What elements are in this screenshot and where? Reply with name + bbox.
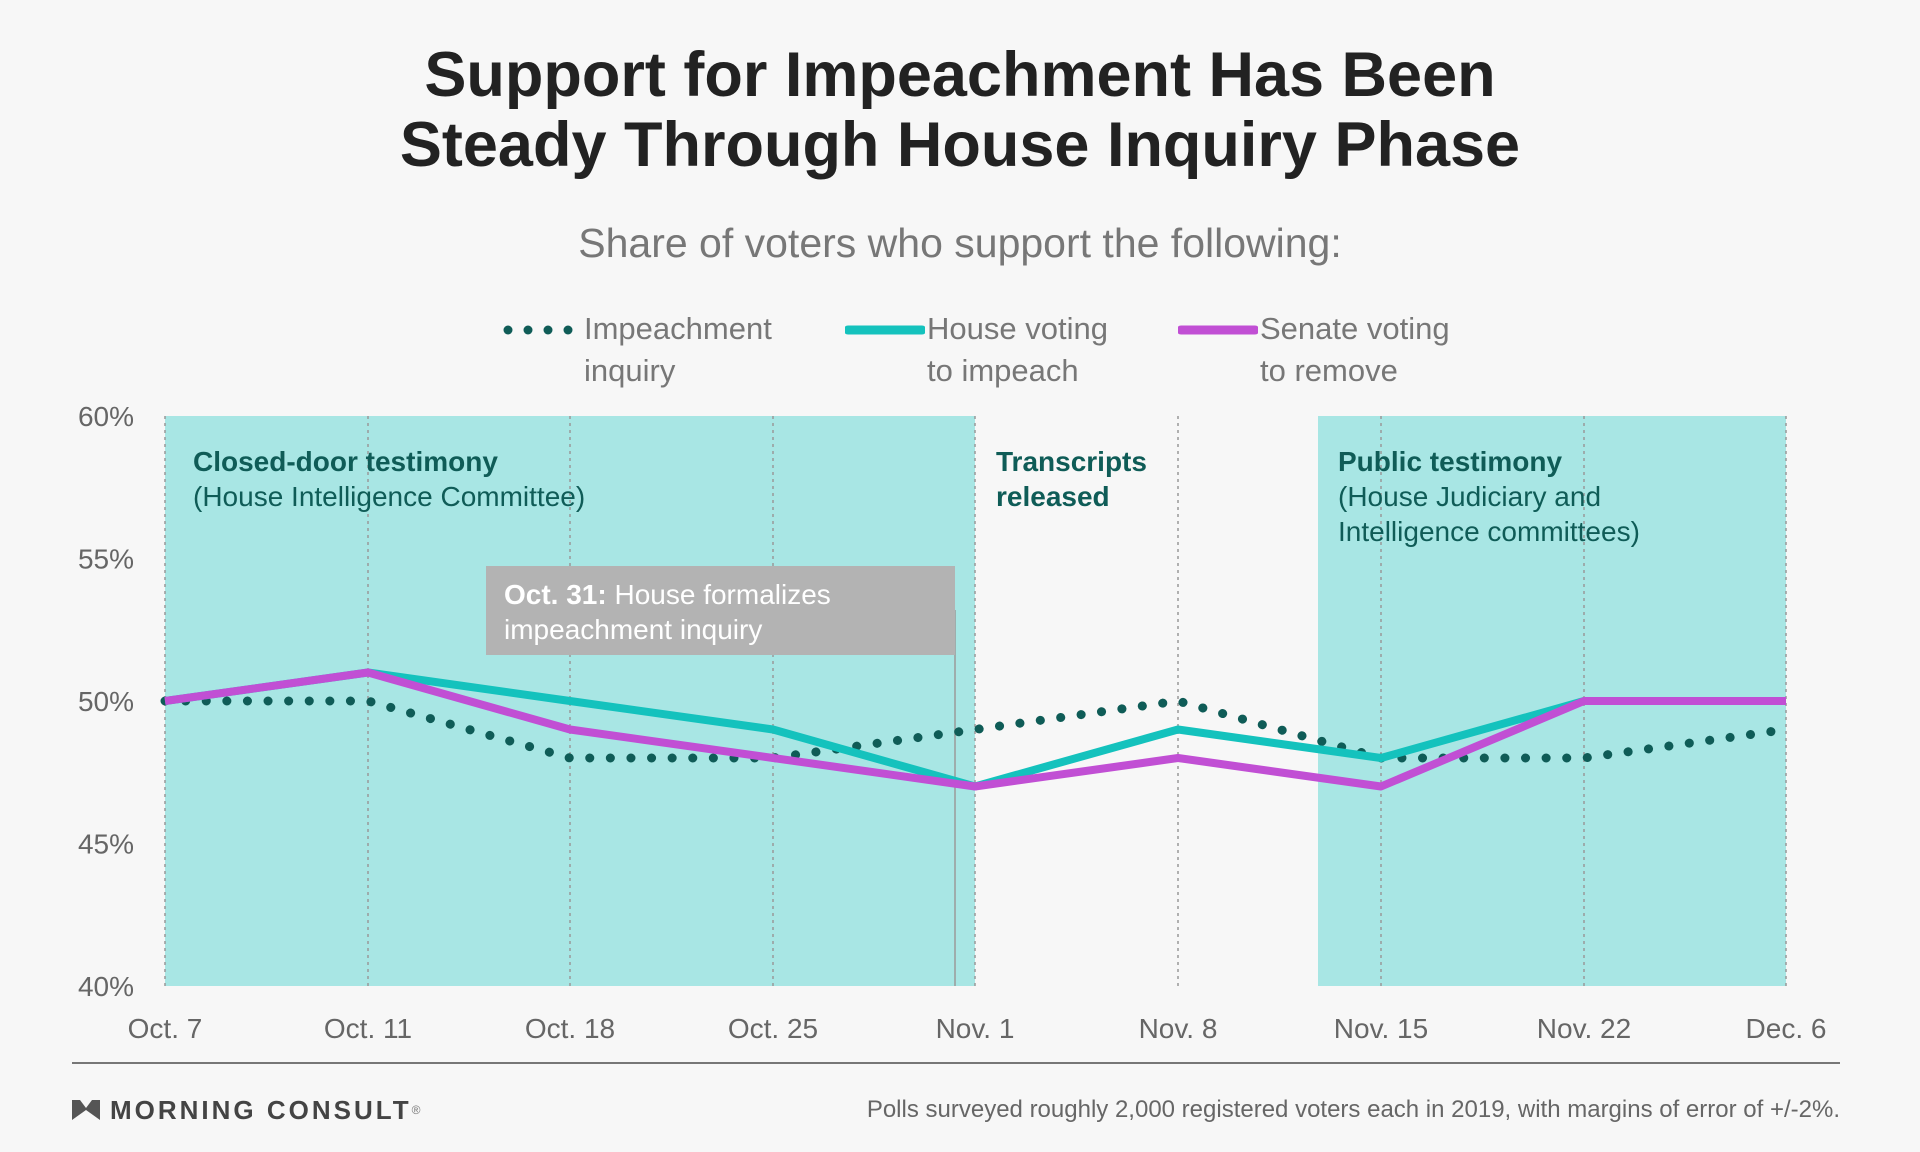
chart-title: Support for Impeachment Has Been Steady … xyxy=(0,40,1920,180)
data-series xyxy=(160,668,1791,791)
legend-line1: House voting xyxy=(927,311,1108,346)
line-chart: 60%55%50%45%40% Oct. 7 Oct. 11 Oct. 18 Oct.… xyxy=(78,401,1827,1044)
vertical-gridlines xyxy=(164,416,1787,986)
annotation-transcripts-line1: Transcripts xyxy=(996,446,1147,477)
x-tick-label: Oct. 25 xyxy=(728,1013,818,1044)
legend-label-house: House voting to impeach xyxy=(927,308,1108,392)
x-tick-label: Nov. 8 xyxy=(1139,1013,1218,1044)
x-tick-label: Nov. 1 xyxy=(936,1013,1015,1044)
y-tick-label: 55% xyxy=(78,544,134,575)
x-tick-label: Dec. 6 xyxy=(1746,1013,1827,1044)
brand-name: MORNING CONSULT xyxy=(110,1094,412,1125)
series-impeachment-inquiry xyxy=(160,696,1791,763)
chart-subtitle: Share of voters who support the followin… xyxy=(578,220,1342,266)
oct31-callout-line1: Oct. 31: House formalizes xyxy=(504,579,831,610)
annotation-closed-door-title: Closed-door testimony xyxy=(193,446,498,477)
series-senate-voting xyxy=(164,668,1786,791)
legend-swatch-dotted xyxy=(503,325,573,335)
title-line-1: Support for Impeachment Has Been xyxy=(424,40,1496,110)
legend-line1: Impeachment xyxy=(584,311,772,346)
annotation-public-title: Public testimony xyxy=(1338,446,1562,477)
legend-swatch-house xyxy=(845,325,925,335)
oct31-callout-box xyxy=(486,566,955,655)
footnote: Polls surveyed roughly 2,000 registered … xyxy=(866,1096,1840,1123)
title-line-2: Steady Through House Inquiry Phase xyxy=(399,110,1521,180)
x-tick-label: Nov. 22 xyxy=(1537,1013,1631,1044)
annotation-transcripts-line2: released xyxy=(996,481,1110,512)
x-tick-label: Nov. 15 xyxy=(1334,1013,1428,1044)
annotation-closed-door: Closed-door testimony xyxy=(193,446,498,477)
morning-consult-logo-icon xyxy=(72,1100,100,1120)
registered-mark: ® xyxy=(411,1103,421,1117)
y-tick-label: 45% xyxy=(78,829,134,860)
legend-impeachment-inquiry: Impeachment inquiry xyxy=(502,308,802,398)
x-tick-label: Oct. 7 xyxy=(128,1013,203,1044)
y-tick-label: 60% xyxy=(78,401,134,432)
legend-line2: to impeach xyxy=(927,353,1079,388)
x-tick-label: Oct. 18 xyxy=(525,1013,615,1044)
legend-swatch-senate xyxy=(1178,325,1258,335)
x-axis-ticks: Oct. 7 Oct. 11 Oct. 18 Oct. 25 Nov. 1 Nov. 8 N… xyxy=(128,1013,1827,1044)
legend-label-impeachment: Impeachment inquiry xyxy=(584,308,772,392)
oct31-callout-date: Oct. 31: xyxy=(504,579,607,610)
brand-logo-block: MORNING CONSULT ® xyxy=(72,1093,420,1127)
legend-line1: Senate voting xyxy=(1260,311,1450,346)
legend-line2: inquiry xyxy=(584,353,676,388)
y-axis-ticks: 60% 55% 50% 45% 40% xyxy=(78,401,134,1002)
annotation-closed-door-committee: (House Intelligence Committee) xyxy=(193,481,585,512)
legend-senate-voting: Senate voting to remove xyxy=(1178,308,1498,398)
legend-label-senate: Senate voting to remove xyxy=(1260,308,1450,392)
legend-house-voting: House voting to impeach xyxy=(845,308,1145,398)
oct31-callout-line2: impeachment inquiry xyxy=(504,614,762,645)
oct31-callout-text: House formalizes xyxy=(607,579,831,610)
y-tick-label: 40% xyxy=(78,971,134,1002)
annotation-public-line3: Intelligence committees) xyxy=(1338,516,1640,547)
legend-line2: to remove xyxy=(1260,353,1398,388)
footer-divider xyxy=(72,1062,1840,1064)
x-tick-label: Oct. 11 xyxy=(324,1013,412,1044)
y-tick-label: 50% xyxy=(78,686,134,717)
annotation-public-line2: (House Judiciary and xyxy=(1338,481,1601,512)
annotation-closed-door-sub: (House Intelligence Committee) xyxy=(193,481,585,512)
